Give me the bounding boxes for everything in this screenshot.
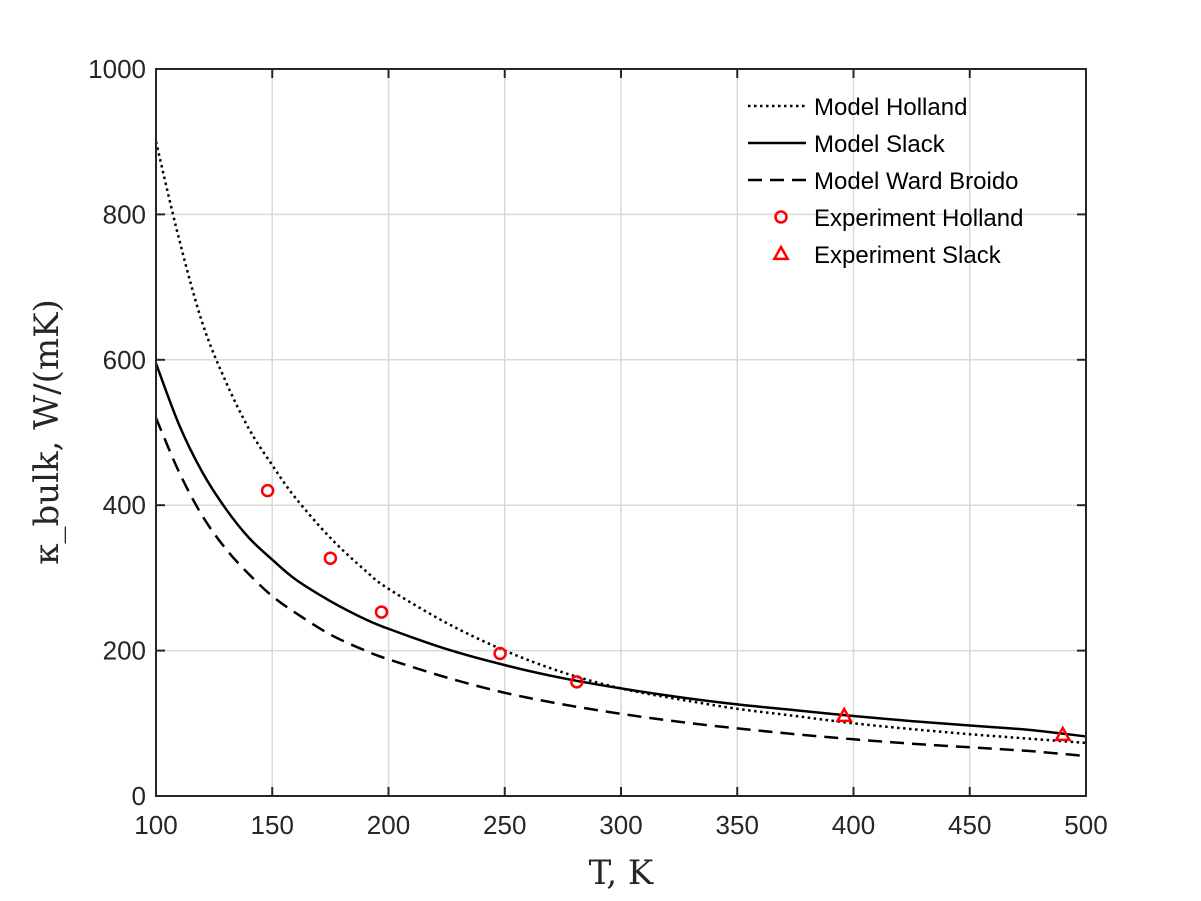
x-tick-label: 350 [716,810,759,840]
x-tick-label: 500 [1064,810,1107,840]
legend-marker-experiment-slack [772,244,790,261]
tick-labels: 100 150 200 250 300 350 400 450 500 0 200 400 600 800… [88,54,1108,840]
legend-label-model-ward-broido: Model Ward Broido [814,168,1019,195]
experiment-slack-point [835,706,853,723]
x-tick-label: 150 [251,810,294,840]
experiment-holland-point [570,675,584,689]
x-axis-label: T, K [589,853,654,893]
experiment-slack-point [1053,725,1072,742]
experiment-holland-point [493,646,507,661]
x-tick-label: 400 [832,810,875,840]
x-tick-label: 200 [367,810,410,840]
y-tick-label: 600 [103,345,146,375]
series-line-model-ward-broido [154,417,1087,758]
y-tick-label: 200 [103,636,146,666]
y-tick-label: 0 [132,781,146,811]
legend-label-experiment-holland: Experiment Holland [814,205,1023,232]
experiment-holland-point [374,605,389,619]
legend-label-model-holland: Model Holland [814,94,967,121]
experiment-holland-point [323,551,338,566]
y-tick-label: 1000 [88,54,146,84]
legend-label-experiment-slack: Experiment Slack [814,242,1002,269]
series-layer [154,141,1087,758]
y-tick-label: 800 [103,199,146,229]
legend: Model Holland Model Slack Model Ward Broid… [748,94,1023,269]
x-tick-label: 100 [134,810,177,840]
x-tick-label: 450 [948,810,991,840]
x-tick-label: 250 [483,810,526,840]
y-axis-label: κ_bulk, W/(mK) [27,299,67,565]
series-line-model-slack [154,362,1087,738]
legend-label-model-slack: Model Slack [814,131,946,158]
series-line-model-holland [154,141,1087,745]
experiment-holland-point [260,483,275,498]
ticks [155,68,1087,797]
grid [156,69,1086,796]
legend-marker-experiment-holland [774,210,788,224]
y-tick-label: 400 [103,490,146,520]
x-tick-label: 300 [599,810,642,840]
